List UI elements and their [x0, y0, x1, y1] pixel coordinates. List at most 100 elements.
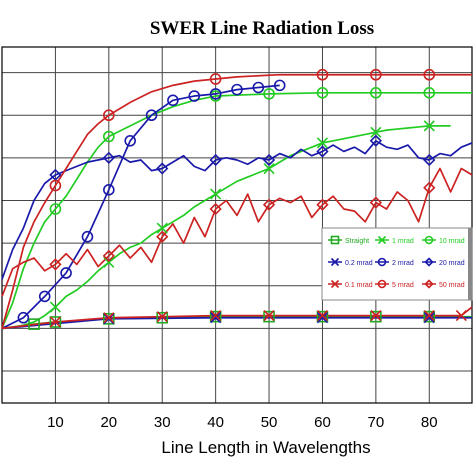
circle-marker — [103, 184, 115, 196]
x-marker — [156, 222, 168, 234]
circle-marker — [423, 87, 436, 99]
x-marker — [49, 316, 61, 328]
legend-label: 10 mrad — [439, 238, 465, 245]
diamond-marker — [424, 257, 434, 267]
x-marker — [103, 312, 115, 324]
x-marker — [316, 137, 329, 149]
legend-shadow — [468, 228, 472, 300]
circle-marker — [145, 109, 158, 122]
x-marker — [316, 310, 329, 322]
series-line — [1, 91, 472, 329]
x-marker — [330, 279, 340, 289]
legend-label: 20 mrad — [439, 260, 465, 267]
x-marker — [455, 310, 467, 322]
circle-marker — [231, 83, 243, 96]
x-marker — [156, 311, 168, 323]
diamond-marker — [49, 258, 62, 271]
circle-marker — [103, 109, 115, 122]
circle-marker — [209, 88, 222, 100]
circle-marker — [263, 88, 275, 100]
x-tick-label: 30 — [154, 414, 171, 431]
legend-label: 5 mrad — [392, 282, 414, 289]
x-tick-label: 50 — [261, 414, 278, 431]
circle-marker — [316, 87, 329, 99]
x-tick-label: 80 — [421, 414, 438, 431]
circle-marker — [370, 87, 382, 99]
legend-label: Straight — [345, 238, 369, 245]
diamond-marker — [423, 181, 436, 194]
x-marker — [263, 162, 275, 175]
x-marker — [423, 120, 435, 132]
circle-marker — [38, 290, 51, 303]
square-marker — [103, 312, 115, 325]
circle-marker — [60, 267, 72, 279]
circle-marker — [124, 134, 136, 147]
circle-marker — [377, 257, 387, 267]
circle-marker — [424, 235, 434, 245]
x-marker — [377, 235, 387, 245]
diamond-marker — [316, 198, 329, 211]
legend-label: 50 mrad — [439, 282, 465, 289]
circle-marker — [17, 311, 30, 324]
x-tick-label: 10 — [47, 414, 64, 431]
circle-marker — [316, 68, 329, 81]
circle-marker — [188, 90, 201, 102]
x-tick-label: 70 — [368, 414, 385, 431]
circle-marker — [49, 203, 62, 215]
diamond-marker — [423, 153, 436, 167]
x-marker — [316, 312, 329, 324]
x-marker — [210, 312, 222, 324]
diamond-marker — [316, 145, 329, 158]
x-tick-labels: 10 20 30 40 50 60 70 80 — [47, 414, 438, 431]
square-marker — [28, 318, 40, 330]
series-markers — [17, 68, 467, 330]
x-marker — [370, 126, 382, 138]
x-tick-label: 20 — [100, 414, 117, 431]
legend-label: 2 mrad — [392, 260, 414, 267]
diamond-marker — [209, 202, 222, 216]
square-marker — [49, 316, 62, 328]
diamond-marker — [369, 134, 382, 147]
legend: Straight 1 mrad 10 mrad 0.2 mrad 2 mrad 20 mr… — [321, 227, 473, 301]
diamond-marker — [424, 279, 434, 289]
diamond-marker — [209, 153, 222, 167]
diamond-marker — [102, 151, 115, 164]
series-line — [1, 73, 472, 329]
series-line — [1, 316, 472, 330]
square-marker — [330, 235, 340, 245]
series-line — [1, 167, 473, 297]
square-marker — [156, 311, 169, 324]
square-marker — [370, 310, 382, 323]
chart-title: SWER Line Radiation Loss — [150, 18, 374, 39]
x-marker — [210, 188, 222, 200]
circle-marker — [273, 79, 286, 92]
x-tick-label: 60 — [314, 414, 331, 431]
x-axis-label: Line Length in Wavelengths — [161, 438, 370, 457]
x-tick-label: 40 — [207, 414, 224, 431]
circle-marker — [167, 94, 179, 107]
circle-marker — [103, 130, 115, 143]
legend-label: 0.2 mrad — [345, 260, 373, 267]
x-marker — [103, 256, 115, 268]
square-marker — [423, 310, 436, 323]
circle-marker — [377, 279, 387, 289]
diamond-marker — [369, 196, 382, 209]
grid — [2, 47, 472, 403]
x-marker — [49, 301, 61, 313]
series-line — [1, 139, 473, 280]
circle-marker — [252, 81, 265, 94]
diamond-marker — [262, 198, 276, 211]
circle-marker — [81, 230, 94, 243]
square-marker — [316, 310, 329, 323]
x-marker — [423, 312, 435, 324]
x-marker — [210, 310, 222, 322]
legend-label: 1 mrad — [392, 238, 414, 245]
circle-marker — [49, 179, 62, 192]
x-marker — [370, 310, 382, 322]
circle-marker — [370, 68, 382, 81]
legend-label: 0.1 mrad — [345, 282, 373, 289]
x-marker — [263, 310, 275, 322]
square-marker — [263, 310, 275, 323]
diamond-marker — [156, 162, 169, 175]
